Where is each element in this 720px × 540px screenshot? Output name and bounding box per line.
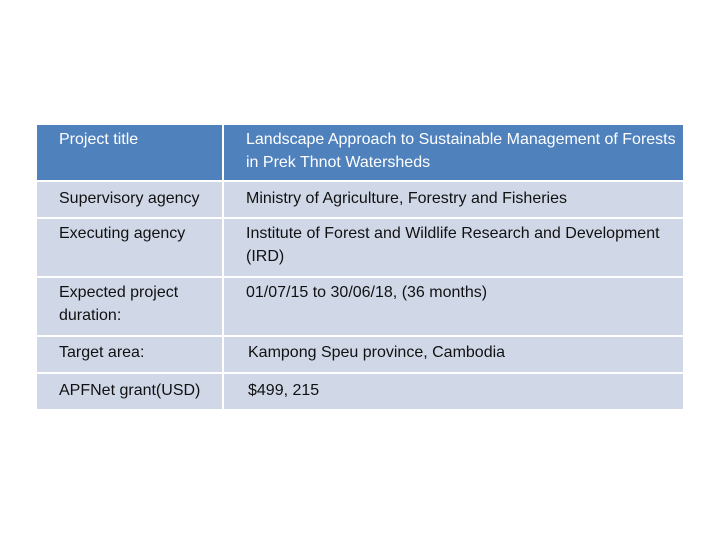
table-row-supervisory-agency: Supervisory agency Ministry of Agricultu… xyxy=(37,182,683,219)
executing-agency-label: Executing agency xyxy=(37,219,222,278)
target-area-value: Kampong Speu province, Cambodia xyxy=(222,337,683,374)
project-duration-label: Expected project duration: xyxy=(37,278,222,337)
project-title-value: Landscape Approach to Sustainable Manage… xyxy=(222,125,683,182)
table-row-project-title: Project title Landscape Approach to Sust… xyxy=(37,125,683,182)
project-duration-value: 01/07/15 to 30/06/18, (36 months) xyxy=(222,278,683,337)
grant-value: $499, 215 xyxy=(222,374,683,411)
supervisory-agency-label: Supervisory agency xyxy=(37,182,222,219)
project-title-label: Project title xyxy=(37,125,222,182)
table-row-executing-agency: Executing agency Institute of Forest and… xyxy=(37,219,683,278)
executing-agency-value: Institute of Forest and Wildlife Researc… xyxy=(222,219,683,278)
table-row-target-area: Target area: Kampong Speu province, Camb… xyxy=(37,337,683,374)
table-row-project-duration: Expected project duration: 01/07/15 to 3… xyxy=(37,278,683,337)
project-info-table: Project title Landscape Approach to Sust… xyxy=(37,125,683,411)
supervisory-agency-value: Ministry of Agriculture, Forestry and Fi… xyxy=(222,182,683,219)
target-area-label: Target area: xyxy=(37,337,222,374)
table-row-grant: APFNet grant(USD) $499, 215 xyxy=(37,374,683,411)
grant-label: APFNet grant(USD) xyxy=(37,374,222,411)
